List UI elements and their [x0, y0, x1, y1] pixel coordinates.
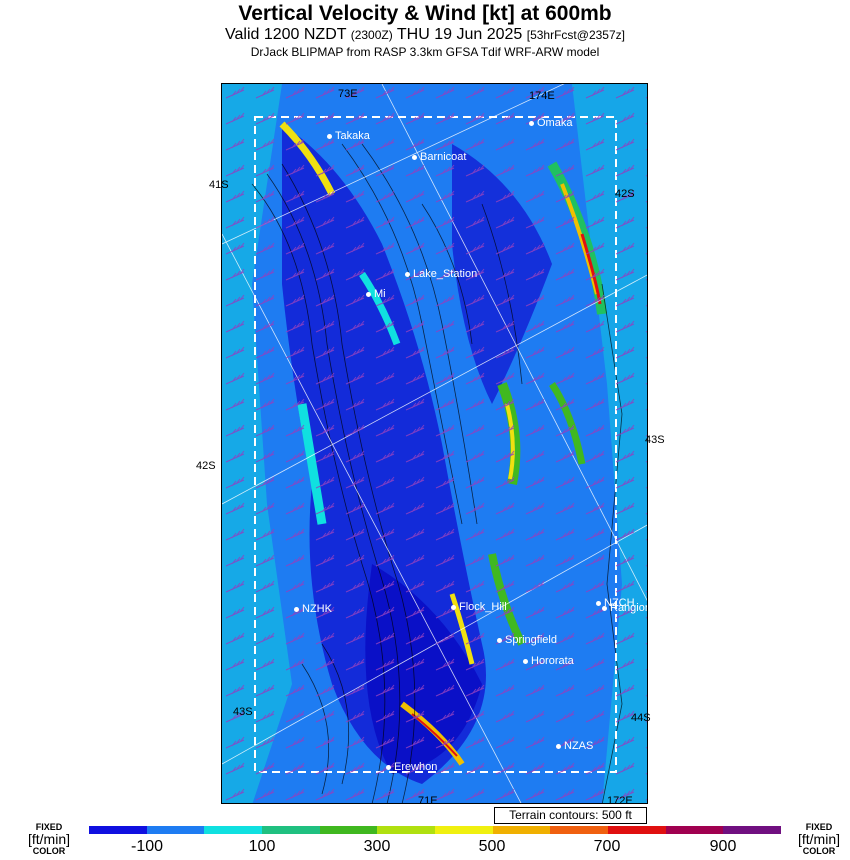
- legend-tick: 500: [478, 838, 506, 855]
- place-lake-station: Lake_Station: [405, 268, 477, 280]
- valid-time-line: Valid 1200 NZDT (2300Z) THU 19 Jun 2025 …: [0, 26, 850, 44]
- lat-label-43s-left: 43S: [233, 706, 253, 718]
- place-omaka: Omaka: [529, 117, 572, 129]
- chart-title: Vertical Velocity & Wind [kt] at 600mb: [238, 2, 612, 25]
- place-barnicoat: Barnicoat: [412, 151, 466, 163]
- place-takaka: Takaka: [327, 130, 370, 142]
- color-swatch: [319, 826, 378, 834]
- legend-tick: 900: [709, 838, 737, 855]
- color-swatch: [146, 826, 205, 834]
- lat-label-44s-right: 44S: [631, 712, 651, 724]
- color-swatch: [665, 826, 724, 834]
- color-swatch: [262, 826, 320, 834]
- color-swatch: [723, 826, 782, 834]
- color-swatch: [608, 826, 666, 834]
- model-line: DrJack BLIPMAP from RASP 3.3km GFSA Tdif…: [250, 45, 600, 59]
- legend-tick: 700: [593, 838, 621, 855]
- place-mi: Mi: [366, 288, 386, 300]
- color-label-left: COLOR: [32, 846, 66, 856]
- legend-tick: 100: [248, 838, 276, 855]
- forecast-info: [53hrFcst@2357z]: [526, 28, 625, 42]
- wind-barbs: [222, 84, 647, 803]
- lat-label-42s-left: 42S: [196, 460, 216, 472]
- units-label-left: [ft/min]: [27, 831, 70, 847]
- lat-label-41s-left: 41S: [209, 179, 229, 191]
- place-erewhon: Erewhon: [386, 761, 437, 773]
- lat-label-43s-right: 43S: [645, 434, 665, 446]
- legend-left-label: FIXED [ft/min] COLOR: [19, 822, 79, 856]
- place-nzas: NZAS: [556, 740, 593, 752]
- lon-label-172e: 172E: [607, 795, 633, 807]
- legend-tick: 300: [363, 838, 391, 855]
- place-hororata: Hororata: [523, 655, 574, 667]
- fixed-label-right: FIXED: [805, 822, 833, 832]
- fixed-label-left: FIXED: [35, 822, 63, 832]
- place-nzhk: NZHK: [294, 603, 332, 615]
- color-scale-bar: [89, 826, 782, 834]
- place-nzch: NZCH: [596, 597, 635, 609]
- terrain-contour-note: Terrain contours: 500 ft: [494, 807, 647, 824]
- units-label-right: [ft/min]: [797, 831, 840, 847]
- map-field: [222, 84, 647, 803]
- lon-label-171e: 71E: [418, 795, 438, 807]
- color-swatch: [550, 826, 609, 834]
- place-springfield: Springfield: [497, 634, 557, 646]
- color-swatch: [492, 826, 551, 834]
- color-swatch: [89, 826, 147, 834]
- vertical-velocity-map: Takaka Omaka Barnicoat Lake_Station Mi N…: [221, 83, 648, 804]
- place-rangiora: Rangiora: [602, 602, 647, 614]
- place-flock-hill: Flock_Hill: [451, 601, 507, 613]
- valid-date: THU 19 Jun 2025: [396, 26, 523, 43]
- valid-utc: (2300Z): [350, 28, 393, 42]
- color-swatch: [204, 826, 263, 834]
- lon-label-174e: 174E: [529, 90, 555, 102]
- color-label-right: COLOR: [802, 846, 836, 856]
- color-swatch: [377, 826, 436, 834]
- lon-label-173e: 73E: [338, 88, 358, 100]
- lat-label-42s-right: 42S: [615, 188, 635, 200]
- valid-prefix: Valid 1200 NZDT: [225, 26, 347, 43]
- legend-tick: -100: [130, 838, 164, 855]
- legend-right-label: FIXED [ft/min] COLOR: [789, 822, 849, 856]
- color-swatch: [435, 826, 493, 834]
